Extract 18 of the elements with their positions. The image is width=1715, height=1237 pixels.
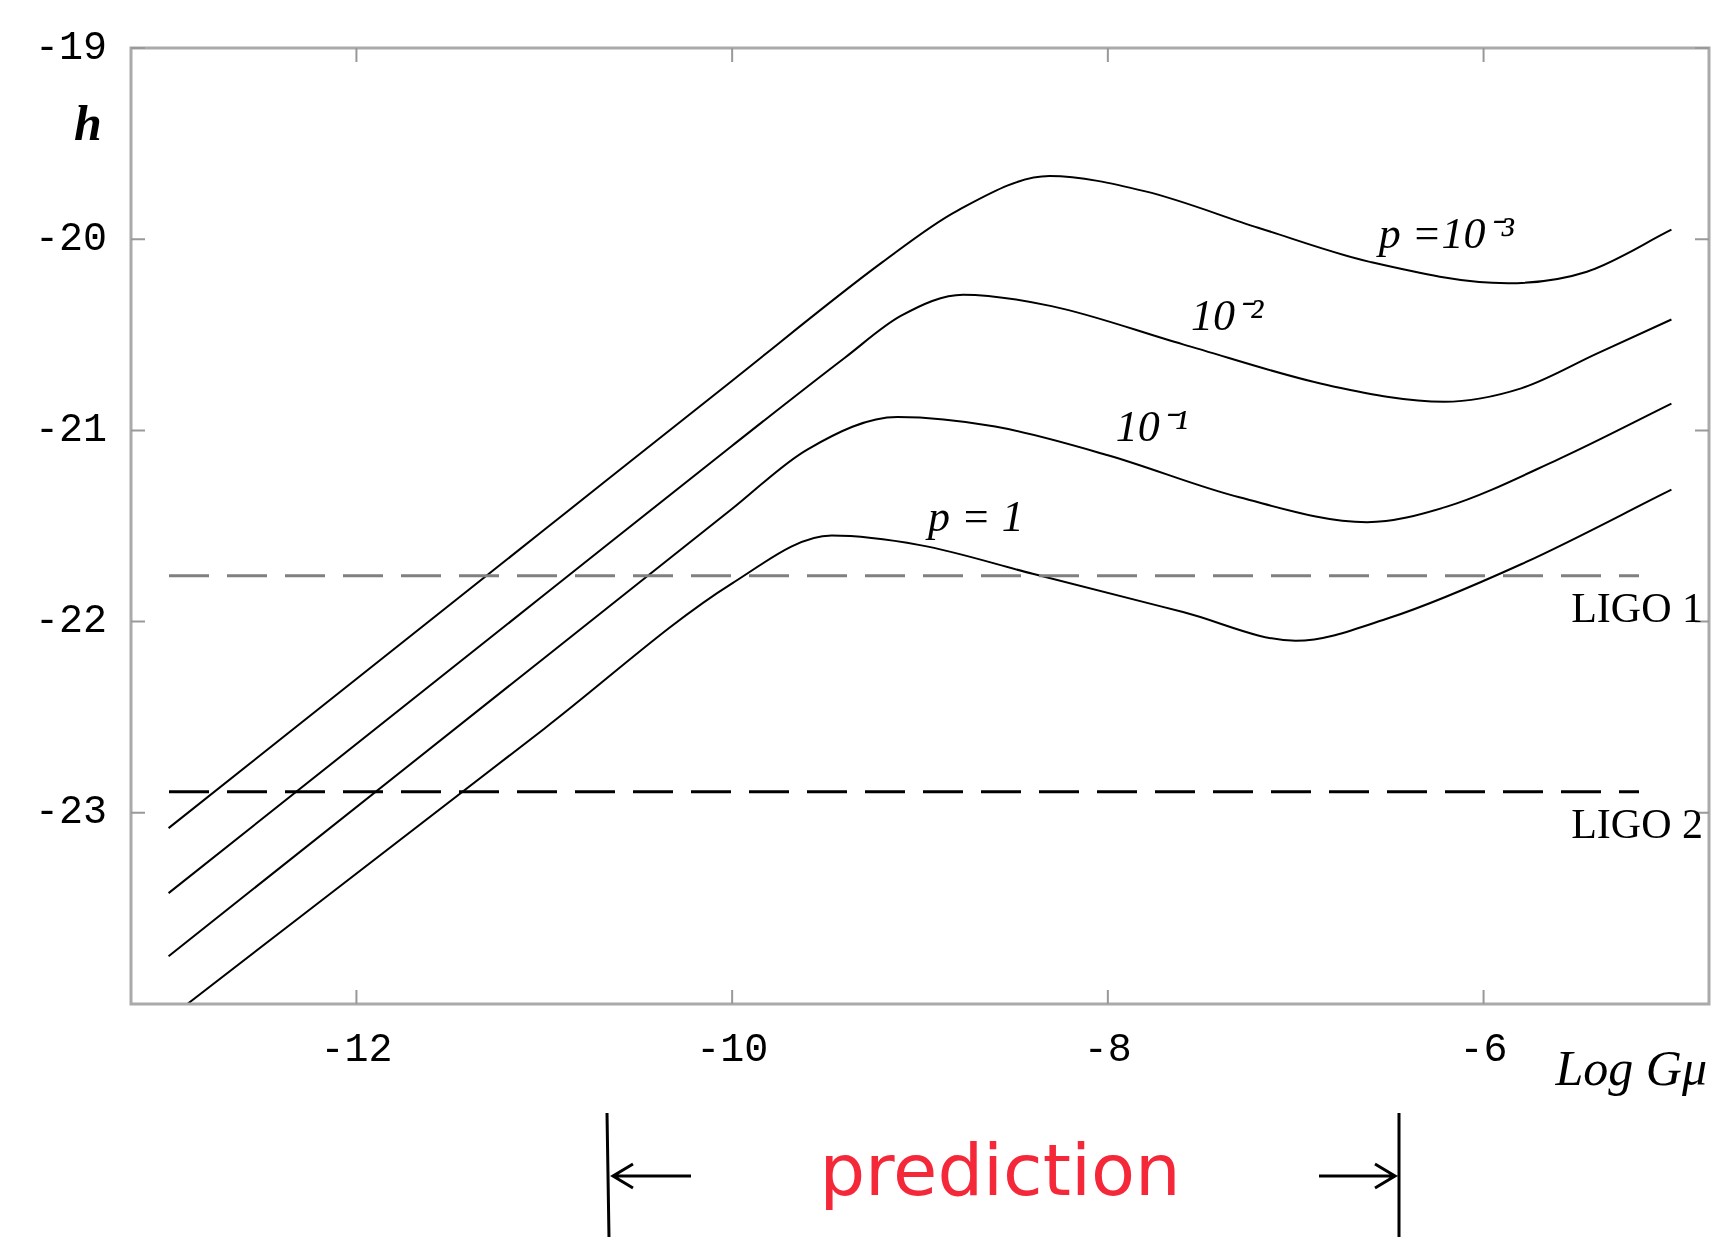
y-tick-label: -20 (34, 216, 107, 262)
x-tick-label: -8 (1083, 1027, 1132, 1073)
ref-line-label: LIGO 1 (1571, 584, 1703, 631)
y-tick-label: -21 (34, 407, 107, 453)
series-label: 10⁻¹ (1115, 402, 1189, 452)
y-axis-title: h (74, 95, 102, 151)
x-tick-label: -12 (320, 1027, 393, 1073)
y-tick-label: -23 (34, 790, 107, 836)
x-tick-label: -10 (696, 1027, 769, 1073)
x-tick-label: -6 (1459, 1027, 1508, 1073)
series-label: 10⁻² (1191, 291, 1264, 341)
y-tick-label: -22 (34, 599, 107, 645)
x-axis-title: Log Gμ (1554, 1040, 1707, 1096)
ref-line-label: LIGO 2 (1571, 800, 1703, 847)
series-label: p =10⁻³ (1375, 209, 1515, 259)
text: prediction (819, 1127, 1181, 1212)
series-label: p = 1 (925, 492, 1024, 542)
y-tick-label: -19 (34, 25, 107, 71)
